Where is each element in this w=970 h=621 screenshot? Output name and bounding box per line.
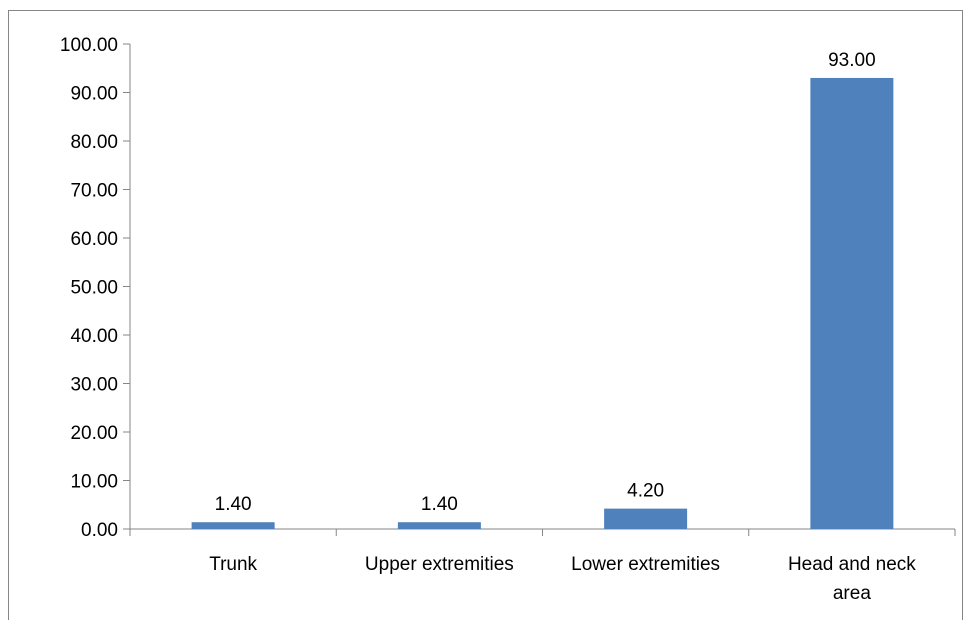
y-tick-label: 50.00: [70, 278, 118, 299]
data-label: 1.40: [215, 494, 252, 515]
bar: [810, 77, 894, 529]
bars: [191, 77, 894, 529]
y-tick-label: 60.00: [70, 229, 118, 250]
y-tick-label: 20.00: [70, 423, 118, 444]
data-label: 1.40: [421, 494, 458, 515]
bar: [191, 522, 275, 529]
category-label: Head and neck: [788, 554, 916, 575]
bar: [397, 522, 481, 529]
labels: 0.00 10.00 20.00 30.00 40.00 50.00 60.00 70.00 8…: [60, 35, 916, 604]
category-label: area: [833, 583, 871, 604]
y-tick-label: 90.00: [70, 84, 118, 105]
data-label: 4.20: [627, 481, 664, 502]
y-tick-label: 40.00: [70, 326, 118, 347]
y-tick-label: 30.00: [70, 375, 118, 396]
category-label: Lower extremities: [571, 554, 720, 575]
category-label: Trunk: [209, 554, 257, 575]
y-tick-label: 100.00: [60, 35, 118, 56]
y-tick-label: 10.00: [70, 472, 118, 493]
category-label: Upper extremities: [365, 554, 514, 575]
y-tick-label: 80.00: [70, 132, 118, 153]
y-tick-label: 0.00: [81, 520, 118, 541]
data-label: 93.00: [828, 50, 876, 71]
chart-frame: [8, 10, 963, 620]
bar: [604, 508, 688, 529]
y-tick-label: 70.00: [70, 181, 118, 202]
